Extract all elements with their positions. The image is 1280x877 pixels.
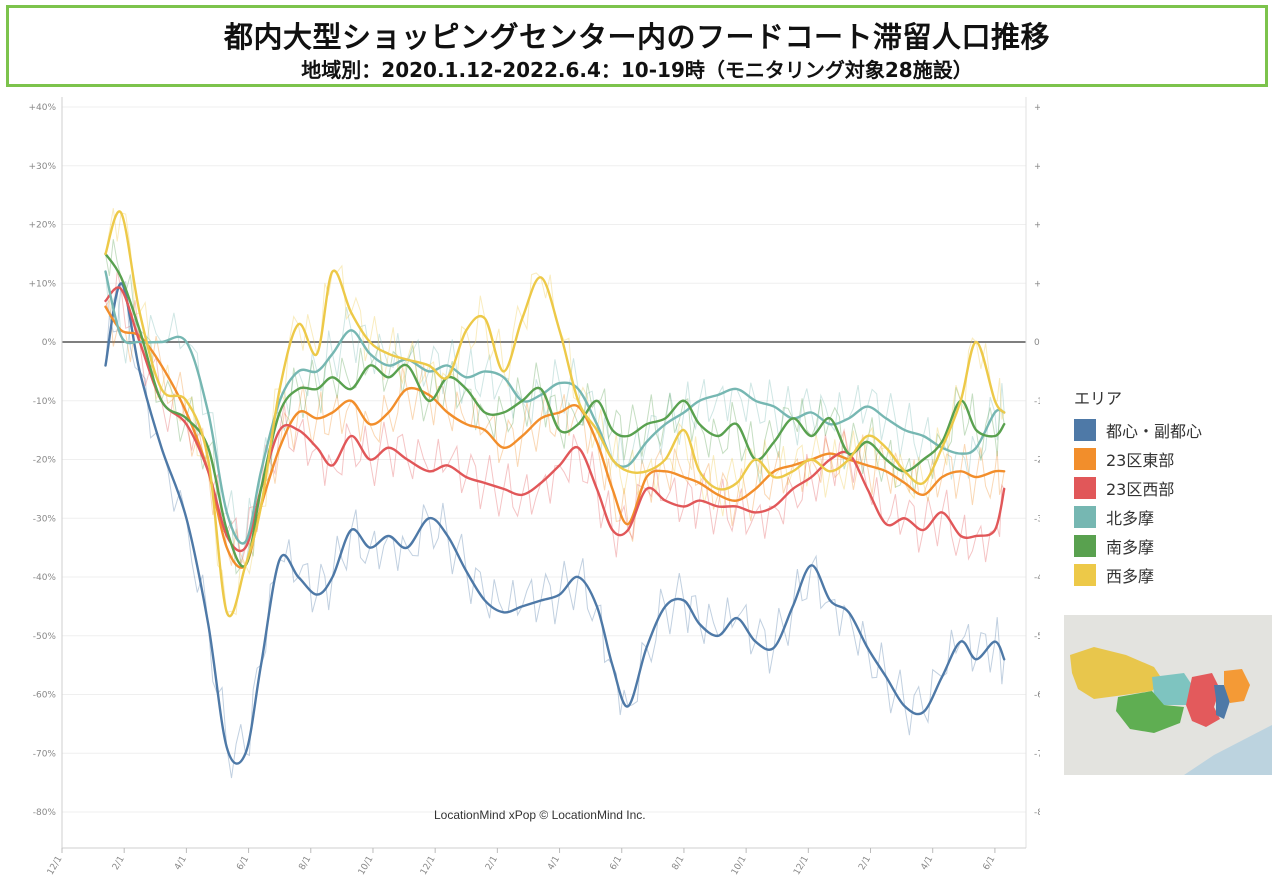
region-west-tama <box>1070 647 1162 699</box>
series-line <box>104 210 1006 618</box>
y-tick-label-right: -20% <box>1034 456 1040 466</box>
x-tick-label: 10/1 <box>730 855 749 877</box>
legend-label: 北多摩 <box>1106 508 1155 528</box>
legend-label: 都心・副都心 <box>1106 421 1203 441</box>
y-tick-label-right: -80% <box>1034 808 1040 818</box>
bay-water <box>1184 725 1272 775</box>
region-23-west <box>1186 673 1220 727</box>
series-lines <box>104 208 1006 779</box>
legend-label: 西多摩 <box>1106 566 1155 586</box>
legend-swatch <box>1074 476 1096 499</box>
x-tick-label: 4/1 <box>546 855 562 873</box>
y-tick-label-left: -50% <box>33 632 57 642</box>
x-tick-label: 2/1 <box>857 855 873 873</box>
y-tick-label-left: -40% <box>33 573 57 583</box>
y-tick-label-right: -40% <box>1034 573 1040 583</box>
y-tick-label-left: +10% <box>28 279 56 289</box>
x-tick-label: 8/1 <box>671 855 687 873</box>
legend: エリア 都心・副都心 23区東部 23区西部北多摩南多摩西多摩 <box>1074 385 1274 589</box>
chart-subtitle: 地域別：2020.1.12-2022.6.4：10-19時（モニタリング対象28… <box>301 58 973 82</box>
y-tick-label-right: -60% <box>1034 691 1040 701</box>
y-tick-label-right: -50% <box>1034 632 1040 642</box>
x-tick-label: 2/1 <box>111 855 127 873</box>
y-tick-label-left: -80% <box>33 808 57 818</box>
region-23-east <box>1224 669 1250 703</box>
legend-item[interactable]: 南多摩 <box>1074 531 1274 560</box>
legend-item[interactable]: 西多摩 <box>1074 560 1274 589</box>
y-tick-label-right: +40% <box>1034 103 1040 113</box>
x-tick-label: 12/1 <box>46 855 65 877</box>
legend-swatch <box>1074 563 1096 586</box>
y-tick-label-left: +30% <box>28 162 56 172</box>
legend-label: 23区西部 <box>1106 479 1175 499</box>
y-tick-label-left: +20% <box>28 221 56 231</box>
series-raw-line <box>105 208 1005 616</box>
legend-item[interactable]: 23区東部 <box>1074 444 1274 473</box>
y-tick-label-right: +30% <box>1034 162 1040 172</box>
y-tick-label-left: -10% <box>33 397 57 407</box>
y-tick-label-left: -30% <box>33 514 57 524</box>
legend-swatch <box>1074 447 1096 470</box>
series-line <box>104 282 1006 765</box>
y-tick-label-left: -60% <box>33 691 57 701</box>
x-tick-label: 12/1 <box>792 855 811 877</box>
y-tick-label-right: -10% <box>1034 397 1040 407</box>
x-tick-label: 4/1 <box>173 855 189 873</box>
x-tick-label: 6/1 <box>235 855 251 873</box>
y-tick-label-right: -70% <box>1034 749 1040 759</box>
y-tick-label-right: -30% <box>1034 514 1040 524</box>
y-tick-label-right: +20% <box>1034 221 1040 231</box>
title-box: 都内大型ショッピングセンター内のフードコート滞留人口推移 地域別：2020.1.… <box>6 5 1268 87</box>
series-raw-line <box>105 281 1005 779</box>
legend-label: 南多摩 <box>1106 537 1155 557</box>
series-line <box>104 305 1006 569</box>
line-chart: +40% +40% +30% +30% +20% +20% +10% +10% 0% 0% -10%… <box>28 97 1040 877</box>
legend-swatch <box>1074 418 1096 441</box>
series-line <box>104 270 1006 545</box>
chart-title: 都内大型ショッピングセンター内のフードコート滞留人口推移 <box>223 20 1050 54</box>
series-line <box>104 252 1006 568</box>
legend-item[interactable]: 都心・副都心 <box>1074 415 1274 444</box>
y-tick-label-left: +40% <box>28 103 56 113</box>
credit-text: LocationMind xPop © LocationMind Inc. <box>434 808 646 822</box>
x-tick-label: 12/1 <box>419 855 438 877</box>
legend-item[interactable]: 北多摩 <box>1074 502 1274 531</box>
region-central <box>1214 685 1230 719</box>
x-tick-label: 2/1 <box>484 855 500 873</box>
y-tick-label-left: 0% <box>42 338 57 348</box>
x-tick-label: 10/1 <box>357 855 376 877</box>
region-south-tama <box>1116 691 1184 733</box>
x-tick-label: 6/1 <box>982 855 998 873</box>
legend-title: エリア <box>1074 389 1123 408</box>
legend-swatch <box>1074 534 1096 557</box>
gridlines <box>62 106 1026 813</box>
y-tick-label-right: 0% <box>1034 338 1040 348</box>
y-tick-label-left: -70% <box>33 749 57 759</box>
legend-label: 23区東部 <box>1106 450 1175 470</box>
x-tick-label: 8/1 <box>297 855 313 873</box>
legend-item[interactable]: 23区西部 <box>1074 473 1274 502</box>
series-raw-line <box>105 271 1005 564</box>
y-tick-label-left: -20% <box>33 456 57 466</box>
tokyo-area-map <box>1064 615 1272 775</box>
legend-swatch <box>1074 505 1096 528</box>
x-tick-label: 4/1 <box>919 855 935 873</box>
region-north-tama <box>1152 673 1192 705</box>
x-tick-label: 6/1 <box>608 855 624 873</box>
y-tick-label-right: +10% <box>1034 279 1040 289</box>
